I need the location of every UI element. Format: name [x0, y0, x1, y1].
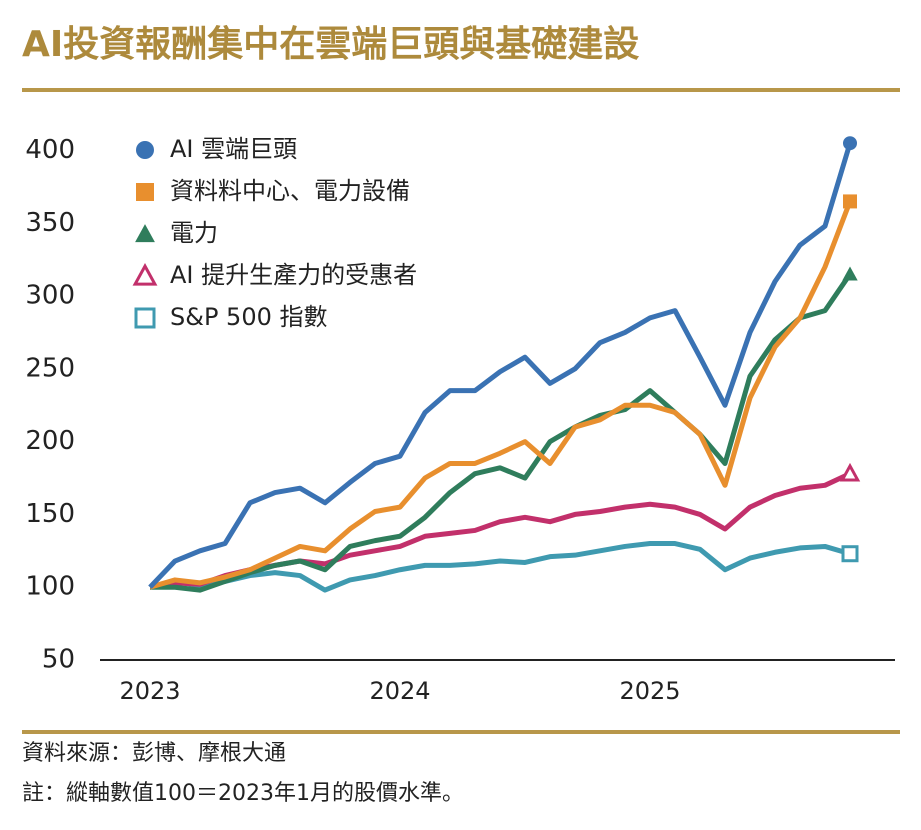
- y-tick-label: 250: [25, 353, 75, 383]
- end-marker: [842, 266, 858, 281]
- y-tick-label: 150: [25, 499, 75, 529]
- source-note: 資料來源：彭博、摩根大通: [22, 741, 286, 766]
- legend-marker: [135, 224, 155, 243]
- series-line: [149, 200, 853, 590]
- series-line: [149, 541, 851, 593]
- legend-label: AI 提升生產力的受惠者: [170, 261, 417, 289]
- y-tick-label: 200: [25, 426, 75, 456]
- legend-marker: [134, 307, 156, 329]
- y-tick-label: 50: [42, 645, 75, 675]
- y-tick-label: 400: [25, 135, 75, 165]
- x-tick-label: 2024: [369, 677, 430, 705]
- legend-label: 資料料中心、電力設備: [170, 177, 410, 205]
- legend-marker: [136, 183, 154, 201]
- series-line: [148, 142, 853, 589]
- legend-marker: [136, 141, 154, 159]
- chart-title: AI投資報酬集中在雲端巨頭與基礎建設: [22, 24, 639, 65]
- y-tick-label: 300: [25, 281, 75, 311]
- end-marker: [843, 194, 857, 209]
- legend-label: AI 雲端巨頭: [170, 135, 297, 163]
- legend-label: 電力: [170, 219, 218, 247]
- legend-marker: [132, 262, 158, 286]
- series-line: [150, 272, 853, 593]
- x-tick-label: 2025: [619, 677, 680, 705]
- footnote: 註：縱軸數值100＝2023年1月的股價水準。: [22, 781, 464, 806]
- end-marker: [843, 136, 857, 151]
- y-tick-label: 100: [25, 572, 75, 602]
- y-tick-label: 350: [25, 208, 75, 238]
- legend-label: S&P 500 指數: [170, 303, 328, 331]
- end-marker: [839, 462, 861, 482]
- x-tick-label: 2023: [119, 677, 180, 705]
- end-marker: [841, 545, 859, 563]
